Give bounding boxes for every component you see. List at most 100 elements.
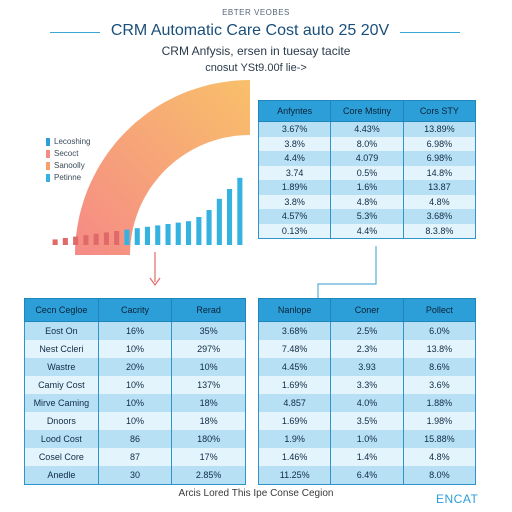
chart-bar [175,222,181,245]
chart-bar [196,217,202,245]
table-cell: 6.4% [330,466,404,485]
column-header: Cacrity [97,298,173,322]
legend-swatch-0 [46,137,50,146]
table-cell: 35% [171,321,246,340]
title-rule-left [50,32,100,33]
table-cell: Mirve Caming [24,394,99,412]
table-cell: 1.9% [257,430,332,448]
column-header: Pollect [402,298,477,322]
chart-legend: Lecoshing Secoct Sanoolly Petinne [46,136,90,184]
table-cell: Eost On [24,321,99,340]
chart-bar [186,221,192,245]
table-cell: 4.8% [330,194,404,209]
table-cell: 1.6% [330,180,404,195]
legend-label: Sanoolly [54,161,85,170]
chart-bar [206,210,212,245]
column-header: Cecn Cegloe [24,298,99,322]
table-row: 3.67% 4.43% 13.89% [257,121,477,137]
title-rule-right [400,32,460,33]
table-cell: 6.98% [402,136,477,151]
table-cell: Anedle [24,466,99,485]
table-cell: Wastre [24,358,99,376]
table-cell: 10% [97,394,173,412]
table-cell: 2.5% [330,321,404,340]
table-row: 4.57% 5.3% 3.68% [257,209,477,224]
column-header: Nanlope [257,298,332,322]
table-cell: 4.8% [402,194,477,209]
page-title: CRM Automatic Care Cost auto 25 20V [110,22,390,39]
table-cell: 18% [171,412,246,430]
table-row: Eost On 16% 35% [24,321,246,340]
table-cell: 87 [97,448,173,466]
table-row: Anedle 30 2.85% [24,466,246,485]
title-row: CRM Automatic Care Cost auto 25 20V [0,20,512,44]
table-row: 3.8% 8.0% 6.98% [257,136,477,151]
legend-label: Petinne [54,173,82,182]
table-cell: 4.079 [330,151,404,166]
table-cell: 2.3% [330,340,404,358]
page-subtitle: CRM Anfysis, ersen in tuesay tacite [161,44,351,58]
category-table: Cecn Cegloe Cacrity Rerad Eost On 16% 35% Nes… [24,298,246,485]
table-row: 1.89% 1.6% 13.87 [257,180,477,195]
table-cell: 3.8% [257,194,332,209]
table-cell: 10% [97,412,173,430]
table-cell: 7.48% [257,340,332,358]
table-header-row: Nanlope Coner Pollect [257,298,477,322]
table-cell: 20% [97,358,173,376]
table-cell: 5.3% [330,209,404,224]
table-cell: 8.6% [402,358,477,376]
arc-bar-chart [52,80,250,255]
table-cell: 1.89% [257,180,332,195]
table-row: 3.74 0.5% 14.8% [257,165,477,180]
table-row: 7.48% 2.3% 13.8% [257,340,477,358]
chart-bar [155,225,161,245]
chart-bar [124,229,130,245]
legend-swatch-3 [46,173,50,182]
table-cell: 4.43% [330,121,404,137]
column-header: Cors STY [402,100,477,122]
table-row: 4.4% 4.079 6.98% [257,151,477,166]
summary-table-top: Anfyntes Core Mstiny Cors STY 3.67% 4.43% 13… [257,100,477,239]
chart-bar [52,239,58,245]
table-cell: Camiy Cost [24,376,99,394]
table-cell: 3.67% [257,121,332,137]
legend-item: Lecoshing [46,136,90,147]
table-cell: 1.0% [330,430,404,448]
table-row: 1.69% 3.5% 1.98% [257,412,477,430]
table-cell: 1.98% [402,412,477,430]
chart-bar [103,232,109,245]
table-cell: 8.0% [402,466,477,485]
table-cell: 11.25% [257,466,332,485]
table-header-row: Anfyntes Core Mstiny Cors STY [257,100,477,122]
table-cell: 16% [97,321,173,340]
table-cell: 1.46% [257,448,332,466]
chart-bar [73,236,79,245]
table-cell: 3.93 [330,358,404,376]
table-cell: 4.4% [330,223,404,239]
table-cell: 18% [171,394,246,412]
page-subtitle-2: cnosut YSt9.00f lie-> [205,62,307,74]
chart-bar [62,238,68,245]
table-cell: 13.8% [402,340,477,358]
table-cell: 13.89% [402,121,477,137]
legend-label: Lecoshing [54,137,91,146]
table-cell: 4.4% [257,151,332,166]
chart-bar [165,224,171,245]
connector-line-blue [317,246,377,298]
table-row: Nest Ccleri 10% 297% [24,340,246,358]
legend-item: Sanoolly [46,160,90,171]
table-cell: 1.69% [257,412,332,430]
table-cell: 8.3.8% [402,223,477,239]
table-cell: 14.8% [402,165,477,180]
legend-item: Petinne [46,172,90,183]
chart-bar [134,228,140,245]
chart-bar [83,235,89,245]
table-cell: 13.87 [402,180,477,195]
table-cell: 8.0% [330,136,404,151]
table-cell: 3.6% [402,376,477,394]
table-cell: 1.4% [330,448,404,466]
footer-caption: Arcis Lored This Ipe Conse Cegion [178,488,334,499]
table-cell: 86 [97,430,173,448]
table-cell: 15.88% [402,430,477,448]
table-cell: 2.85% [171,466,246,485]
